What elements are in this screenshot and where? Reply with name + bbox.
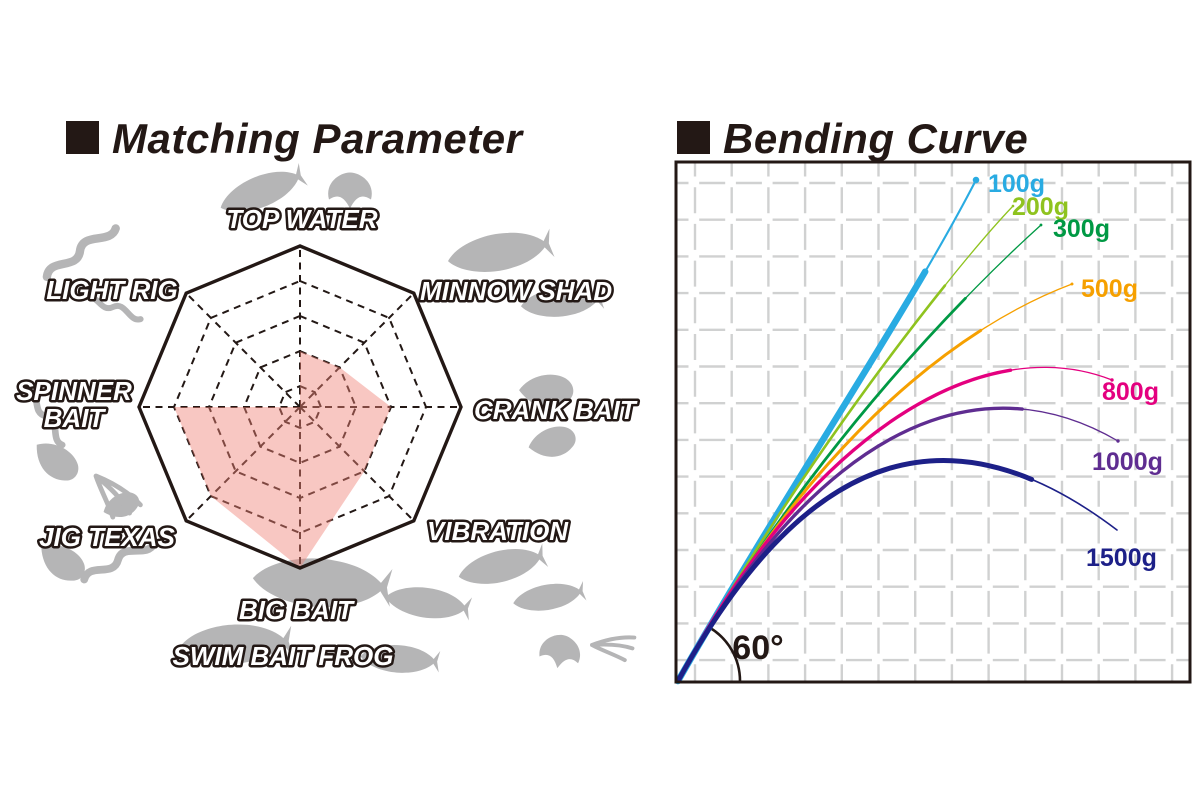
curve-label-300g: 300g bbox=[1053, 215, 1110, 243]
curve-label-200g: 200g bbox=[1012, 193, 1069, 221]
vibration-lure-upper-icon bbox=[458, 543, 549, 584]
curve-label-800g: 800g bbox=[1102, 378, 1159, 406]
title-square-icon bbox=[677, 121, 710, 154]
radar-axis-label-jig-texas: JIG TEXAS bbox=[39, 522, 175, 552]
curve-tip-1000g bbox=[677, 407, 1119, 682]
minnow-lure-lower-icon bbox=[520, 286, 605, 317]
texas-worm-icon bbox=[80, 539, 158, 584]
swim-bait-lure-icon bbox=[179, 624, 293, 664]
curve-tip-300g bbox=[677, 224, 1042, 682]
curve-500g bbox=[676, 282, 1074, 683]
frog-lure-icon bbox=[539, 634, 580, 669]
curve-1500g bbox=[675, 457, 1120, 684]
light-rig-worm-icon bbox=[42, 224, 120, 282]
angle-arc bbox=[708, 626, 742, 682]
radar-axis-label-top-water: TOP WATER bbox=[226, 204, 377, 234]
topwater-lure-left-icon bbox=[220, 163, 308, 212]
lure-silhouettes-layer bbox=[23, 163, 637, 673]
crank-lure-lower-icon bbox=[528, 426, 576, 457]
radar-ring-4 bbox=[172, 279, 428, 535]
swim-bait-lure2-icon bbox=[360, 644, 441, 673]
radar-axis-label-vibration: VIBRATION bbox=[427, 516, 569, 546]
radar-outer-octagon bbox=[137, 244, 463, 570]
radar-axis-label-crank-bait: CRANK BAIT bbox=[474, 395, 638, 425]
radar-ring-1 bbox=[278, 385, 322, 429]
right-panel-header: Bending Curve bbox=[677, 115, 1028, 162]
radar-axis-label-light-rig: LIGHT RIG bbox=[46, 275, 177, 305]
radar-spoke bbox=[185, 406, 301, 522]
curve-label-500g: 500g bbox=[1081, 275, 1138, 303]
curve-label-1000g: 1000g bbox=[1092, 448, 1163, 476]
radar-value-polygon bbox=[174, 351, 391, 568]
jig-lure-icon bbox=[41, 545, 85, 581]
topwater-lure-right-icon bbox=[328, 172, 372, 209]
frog-skirt-icon bbox=[590, 635, 637, 663]
big-bait-lure-icon bbox=[252, 558, 393, 608]
spinner-bait-skirt-icon bbox=[93, 473, 143, 520]
radar-bottom-label-swim-bait-frog: SWIM BAIT FROG bbox=[173, 641, 394, 671]
curve-tip-800g bbox=[677, 366, 1113, 682]
chart-frame bbox=[674, 160, 1192, 684]
curve-tip-500g bbox=[677, 283, 1073, 682]
vibration-lure-lower-icon bbox=[513, 580, 587, 611]
light-rig-dropshot-icon bbox=[81, 293, 144, 323]
radar-spoke bbox=[299, 406, 415, 522]
radar-spoke bbox=[299, 292, 415, 408]
radar-axis-label-big-bait: BIG BAIT bbox=[239, 595, 355, 625]
radar-axis-label-spinner-bait: SPINNER BAIT bbox=[16, 376, 132, 433]
left-panel-title: Matching Parameter bbox=[112, 115, 525, 162]
title-square-icon bbox=[66, 121, 99, 154]
radar-axis-label-minnow-shad: MINNOW SHAD bbox=[420, 276, 612, 306]
big-bait-jointed-icon bbox=[385, 587, 473, 621]
matching-parameter-radar-chart: TOP WATER MINNOW SHAD CRANK BAIT VIBRATION B… bbox=[14, 202, 641, 674]
spinner-blade-wire-icon bbox=[23, 385, 66, 449]
angle-label: 60° bbox=[732, 629, 783, 667]
minnow-lure-upper-icon bbox=[448, 228, 555, 272]
radar-spoke bbox=[185, 292, 301, 408]
crank-lure-upper-icon bbox=[519, 374, 574, 408]
curve-tip-1500g bbox=[677, 459, 1118, 682]
right-panel-title: Bending Curve bbox=[723, 115, 1028, 162]
grid-layer bbox=[677, 163, 1189, 681]
curve-label-1500g: 1500g bbox=[1086, 544, 1157, 572]
curve-tip-200g bbox=[677, 205, 1014, 682]
curve-tip-100g bbox=[676, 178, 978, 683]
spinner-bait-lure-icon bbox=[36, 443, 79, 481]
curve-label-100g: 100g bbox=[988, 170, 1045, 198]
left-panel-header: Matching Parameter bbox=[66, 115, 525, 162]
